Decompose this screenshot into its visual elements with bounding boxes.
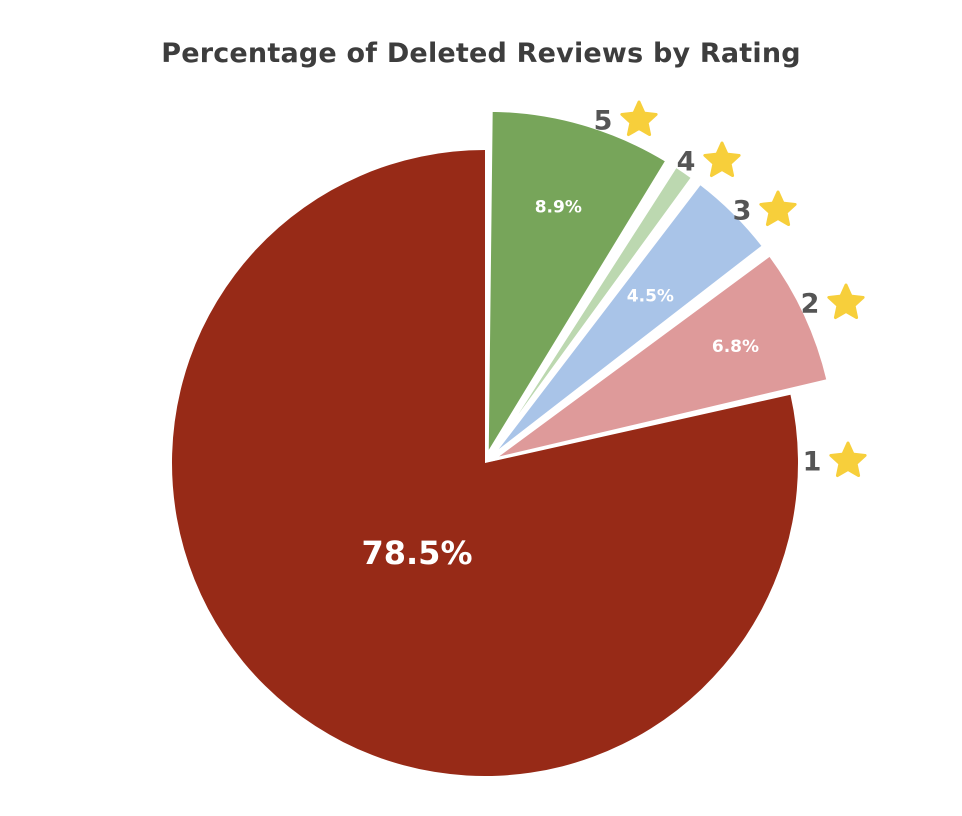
rating-label-4: 4	[677, 141, 741, 178]
pie-slice-rating-2	[491, 252, 830, 462]
star-icon	[703, 141, 741, 178]
pie-slice-rating-5	[485, 108, 669, 461]
star-icon	[620, 100, 658, 137]
pie-slice-rating-4	[488, 164, 695, 458]
slice-label-rating-5: 8.9%	[535, 198, 582, 218]
rating-number-2: 2	[801, 289, 820, 320]
chart-title: Percentage of Deleted Reviews by Rating	[161, 38, 801, 69]
star-icon	[829, 441, 867, 478]
pie-slice-rating-3	[489, 181, 766, 459]
rating-number-3: 3	[733, 196, 752, 227]
slice-label-rating-1: 78.5%	[361, 534, 472, 572]
rating-number-4: 4	[677, 147, 696, 178]
rating-label-3: 3	[733, 190, 797, 227]
star-icon	[759, 190, 797, 227]
slice-label-rating-3: 4.5%	[627, 287, 674, 307]
rating-number-5: 5	[594, 106, 613, 137]
rating-label-5: 5	[594, 100, 658, 137]
rating-label-2: 2	[801, 283, 865, 320]
rating-number-1: 1	[803, 447, 822, 478]
star-icon	[827, 283, 865, 320]
rating-label-1: 1	[803, 441, 867, 478]
pie-slice-rating-1	[172, 150, 799, 776]
slice-label-rating-2: 6.8%	[712, 337, 759, 357]
